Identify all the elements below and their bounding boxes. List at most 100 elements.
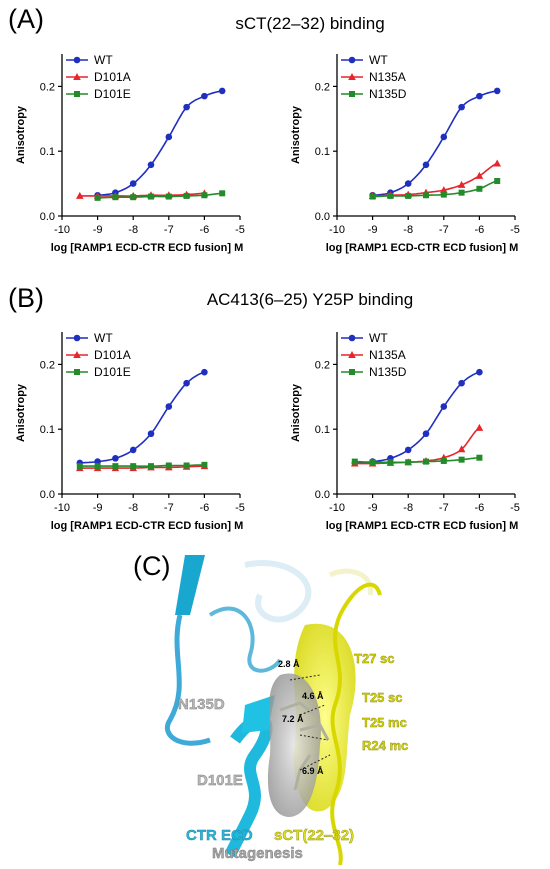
series-d101e: D101E bbox=[66, 365, 208, 470]
x-tick-label: -7 bbox=[164, 502, 174, 514]
distance-label: 6.9 Å bbox=[302, 766, 324, 776]
legend-label: WT bbox=[94, 53, 113, 67]
x-tick-label: -8 bbox=[128, 224, 138, 236]
data-point bbox=[76, 463, 83, 470]
x-tick-label: -6 bbox=[475, 224, 485, 236]
data-point bbox=[475, 171, 484, 179]
data-point bbox=[183, 379, 190, 387]
legend-marker bbox=[74, 369, 80, 375]
data-point bbox=[387, 459, 394, 466]
data-point bbox=[422, 161, 430, 169]
data-point bbox=[440, 133, 448, 141]
legend-label: N135A bbox=[369, 348, 406, 362]
chart-b-d101: -10 -9 -8 -7 -6 -5 0.0 0.1 0.2 log [RAMP1 ECD-CTR… bbox=[15, 331, 245, 532]
data-point bbox=[404, 446, 412, 454]
x-axis-title: log [RAMP1 ECD-CTR ECD fusion] M bbox=[51, 520, 243, 532]
series-n135a: N135A bbox=[341, 348, 484, 467]
data-point bbox=[147, 430, 155, 438]
y-tick-label: 0.2 bbox=[40, 359, 55, 371]
legend-label: N135D bbox=[369, 87, 407, 101]
x-axis-title: log [RAMP1 ECD-CTR ECD fusion] M bbox=[326, 520, 518, 532]
data-point bbox=[369, 193, 376, 200]
data-point bbox=[112, 463, 119, 470]
residue-label-n135d: N135D bbox=[178, 696, 225, 713]
data-point bbox=[183, 192, 190, 199]
sct-backbone bbox=[330, 582, 382, 865]
data-point bbox=[476, 368, 483, 376]
y-tick-label: 0.2 bbox=[40, 81, 55, 93]
caption-mutagenesis: Mutagenesis bbox=[212, 845, 303, 862]
legend-label: N135D bbox=[369, 365, 407, 379]
chart-a-n135: -10 -9 -8 -7 -6 -5 0.0 0.1 0.2 log [RAMP1 ECD-CTR… bbox=[290, 53, 520, 254]
series-n135a: N135A bbox=[341, 70, 501, 199]
chart-a-d101: -10 -9 -8 -7 -6 -5 0.0 0.1 0.2 log [RAMP1 ECD-CTR… bbox=[15, 53, 245, 254]
data-point bbox=[165, 133, 173, 141]
data-point bbox=[423, 458, 429, 465]
data-point bbox=[112, 194, 119, 201]
legend-marker bbox=[73, 73, 81, 80]
legend-marker bbox=[73, 334, 81, 342]
data-point bbox=[475, 423, 484, 431]
data-point bbox=[493, 159, 501, 167]
legend-marker bbox=[348, 56, 356, 64]
faint-loop bbox=[328, 568, 374, 596]
data-point bbox=[129, 446, 137, 454]
data-point bbox=[387, 192, 394, 199]
y-axis-title: Anisotropy bbox=[290, 383, 302, 442]
data-point bbox=[369, 459, 376, 466]
data-point bbox=[130, 194, 137, 201]
x-tick-label: -9 bbox=[368, 224, 378, 236]
series-line bbox=[97, 90, 223, 197]
data-point bbox=[165, 193, 172, 200]
data-point bbox=[148, 193, 154, 200]
ctr-ribbon bbox=[175, 555, 205, 615]
series-n135d: N135D bbox=[341, 365, 483, 466]
series-wt: WT bbox=[66, 53, 226, 199]
series-n135d: N135D bbox=[341, 87, 501, 200]
caption-ctr-ecd: CTR ECD bbox=[186, 827, 253, 844]
data-point bbox=[458, 379, 465, 387]
data-point bbox=[165, 403, 173, 410]
x-tick-label: -7 bbox=[439, 224, 449, 236]
data-point bbox=[440, 191, 447, 198]
series-d101e: D101E bbox=[66, 87, 226, 201]
peptide-label-t25-sc: T25 sc bbox=[362, 690, 402, 705]
x-tick-label: -7 bbox=[439, 502, 449, 514]
distance-label: 7.2 Å bbox=[282, 714, 304, 724]
data-point bbox=[130, 463, 137, 470]
ctr-ribbon bbox=[242, 695, 275, 733]
legend-marker bbox=[349, 91, 355, 97]
data-point bbox=[76, 191, 84, 199]
data-point bbox=[458, 456, 465, 463]
structure-illustration: 2.8 Å 4.6 Å 7.2 Å 6.9 Å N135D D101E T27 … bbox=[165, 555, 408, 865]
data-point bbox=[494, 178, 501, 185]
data-point bbox=[183, 462, 190, 469]
data-point bbox=[112, 455, 119, 462]
legend-label: D101A bbox=[94, 70, 131, 84]
data-point bbox=[476, 92, 483, 100]
distance-line bbox=[289, 674, 331, 771]
chart-b-n135: -10 -9 -8 -7 -6 -5 0.0 0.1 0.2 log [RAMP1 ECD-CTR… bbox=[290, 331, 520, 532]
series-wt: WT bbox=[341, 331, 483, 467]
x-tick-label: -6 bbox=[200, 502, 210, 514]
y-tick-label: 0.1 bbox=[40, 146, 55, 158]
y-tick-label: 0.1 bbox=[315, 146, 330, 158]
x-tick-label: -10 bbox=[329, 224, 345, 236]
legend-label: N135A bbox=[369, 70, 406, 84]
panel-label-a: (A) bbox=[8, 4, 44, 34]
legend-marker bbox=[348, 334, 356, 342]
data-point bbox=[183, 103, 190, 111]
data-point bbox=[201, 92, 208, 100]
legend-label: D101E bbox=[94, 87, 131, 101]
x-tick-label: -10 bbox=[54, 224, 70, 236]
data-point bbox=[218, 87, 226, 95]
data-point bbox=[405, 459, 412, 466]
caption-sct: sCT(22‒32) bbox=[274, 827, 354, 844]
data-point bbox=[458, 103, 465, 111]
x-tick-label: -5 bbox=[235, 502, 245, 514]
data-point bbox=[458, 189, 465, 196]
data-point bbox=[423, 192, 429, 199]
y-tick-label: 0.2 bbox=[315, 359, 330, 371]
data-point bbox=[476, 185, 483, 192]
data-point bbox=[351, 458, 358, 465]
